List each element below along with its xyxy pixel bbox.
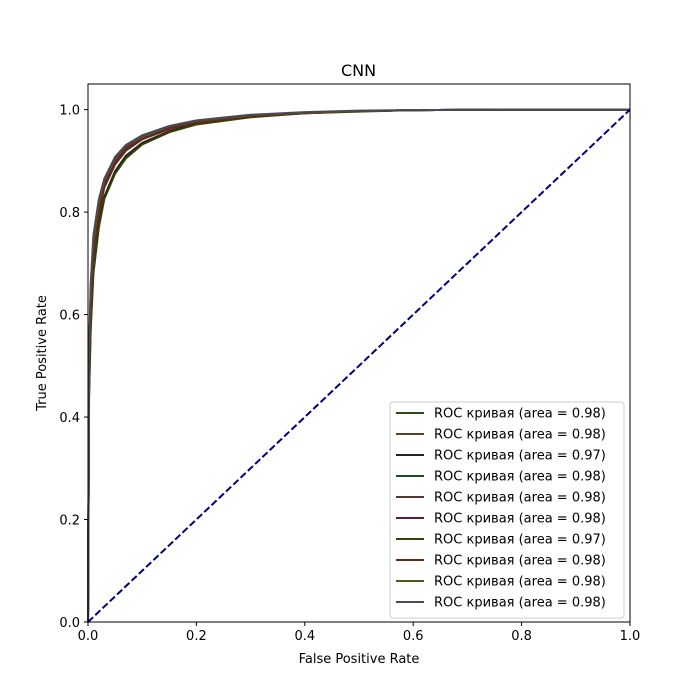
- y-tick-label: 0.6: [59, 309, 80, 324]
- roc-curve-10: [87, 108, 630, 623]
- x-tick-label: 0.0: [78, 629, 99, 644]
- chart-title: CNN: [341, 61, 376, 80]
- legend-entry: ROC кривая (area = 0.97): [434, 533, 606, 548]
- y-tick-label: 0.8: [59, 206, 80, 221]
- legend-entry: ROC кривая (area = 0.98): [434, 470, 606, 485]
- y-tick-label: 0.0: [59, 616, 80, 631]
- legend-entry: ROC кривая (area = 0.98): [434, 554, 606, 569]
- legend-box: [389, 401, 625, 619]
- legend-entry: ROC кривая (area = 0.98): [434, 596, 606, 611]
- legend-entry: ROC кривая (area = 0.98): [434, 575, 606, 590]
- axes-frame: [87, 83, 631, 623]
- diagonal-reference-line: [87, 108, 631, 623]
- x-tick-label: 1.0: [620, 629, 641, 644]
- x-tick-label: 0.8: [511, 629, 532, 644]
- y-tick-label: 0.4: [59, 411, 80, 426]
- x-tick-label: 0.4: [294, 629, 315, 644]
- y-tick-label: 1.0: [59, 104, 80, 119]
- x-tick-label: 0.2: [186, 629, 207, 644]
- legend-entry: ROC кривая (area = 0.97): [434, 449, 606, 464]
- legend-entry: ROC кривая (area = 0.98): [434, 491, 606, 506]
- x-axis-label: False Positive Rate: [299, 652, 420, 667]
- y-tick-label: 0.2: [59, 514, 80, 529]
- x-axis-ticks: 0.0 0.2 0.4 0.6 0.8 1.0: [78, 622, 641, 644]
- legend: ROC кривая (area = 0.98) ROC кривая (area…: [389, 401, 625, 619]
- y-axis-ticks: 0.0 0.2 0.4 0.6 0.8 1.0: [59, 104, 88, 631]
- x-tick-label: 0.6: [403, 629, 424, 644]
- legend-entry: ROC кривая (area = 0.98): [434, 407, 606, 422]
- legend-entry: ROC кривая (area = 0.98): [434, 512, 606, 527]
- plot-area: [87, 108, 631, 623]
- legend-entry: ROC кривая (area = 0.98): [434, 428, 606, 443]
- y-axis-label: True Positive Rate: [35, 295, 50, 412]
